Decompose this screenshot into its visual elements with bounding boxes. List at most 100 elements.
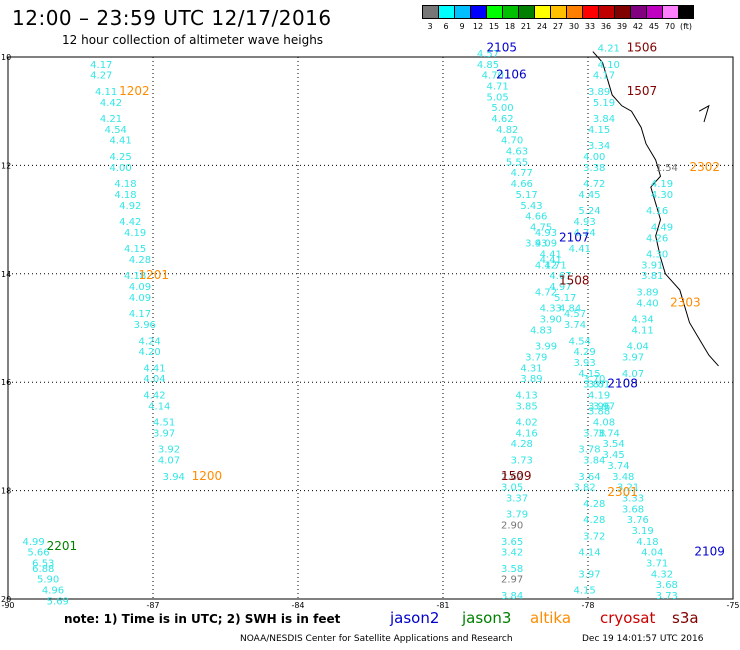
- pass-label: 2201: [47, 539, 78, 553]
- wave-height-value: 3.73: [656, 591, 678, 602]
- wave-height-value: 4.99: [23, 537, 45, 548]
- wave-height-value: 4.19: [124, 228, 146, 239]
- wave-height-value: 4.28: [511, 439, 533, 450]
- wave-height-value: 3.68: [622, 504, 644, 515]
- wave-height-value: 3.74: [598, 428, 620, 439]
- color-scale-label: 15: [488, 22, 500, 31]
- wave-height-value: 3.72: [583, 531, 605, 542]
- wave-height-value: 3.68: [656, 580, 678, 591]
- wave-height-value: 3.58: [501, 564, 523, 575]
- wave-height-value: 3.21: [617, 483, 639, 494]
- wave-height-value: 4.54: [105, 125, 127, 136]
- wave-height-value: 4.14: [148, 401, 170, 412]
- wave-height-value: 3.42: [501, 548, 523, 559]
- wave-height-value: 3.48: [612, 472, 634, 483]
- wave-height-value: 4.28: [583, 515, 605, 526]
- wave-height-value: 3.78: [578, 445, 600, 456]
- wave-height-value: 3.81: [588, 380, 610, 391]
- wave-height-value: 4.04: [627, 342, 649, 353]
- wave-height-value: 4.17: [129, 309, 151, 320]
- legend-altika: altika: [530, 609, 572, 627]
- color-swatch: [678, 5, 694, 19]
- wave-height-value: 5.24: [578, 206, 600, 217]
- footer-credit: NOAA/NESDIS Center for Satellite Applica…: [240, 634, 513, 644]
- pass-label: 1202: [119, 84, 150, 98]
- wave-height-value: 4.09: [535, 239, 557, 250]
- color-scale-label: 30: [568, 22, 580, 31]
- wave-height-value: 4.72: [583, 179, 605, 190]
- wave-height-value: 4.92: [119, 201, 141, 212]
- wave-height-value: 5.17: [516, 190, 538, 201]
- page-subtitle: 12 hour collection of altimeter wave hei…: [62, 33, 324, 47]
- wave-height-value: 4.09: [129, 282, 151, 293]
- wave-height-value: 4.19: [588, 390, 610, 401]
- wave-height-value: 4.71: [487, 82, 509, 93]
- wave-height-value: 4.15: [124, 244, 146, 255]
- wave-height-value: 3.93: [525, 239, 547, 250]
- wave-height-value: 4.29: [574, 347, 596, 358]
- legend-s3a: s3a: [672, 609, 699, 627]
- wave-height-value: 4.34: [632, 315, 654, 326]
- wave-height-value: 5.00: [491, 103, 513, 114]
- wave-height-value: 4.04: [641, 548, 663, 559]
- wave-height-value: 4.49: [651, 222, 673, 233]
- wave-height-value: 3.38: [583, 163, 605, 174]
- pass-label: 1509: [501, 469, 532, 483]
- wave-height-value: 3.79: [525, 353, 547, 364]
- wave-height-value: 4.15: [574, 586, 596, 597]
- color-swatch: [550, 5, 566, 19]
- wave-height-value: 3.97: [622, 353, 644, 364]
- wave-height-value: 4.13: [516, 390, 538, 401]
- wave-height-value: 3.82: [574, 483, 596, 494]
- wave-height-value: 2.97: [501, 575, 523, 586]
- pass-label: 2107: [559, 230, 590, 244]
- wave-height-value: 3.34: [588, 141, 610, 152]
- wave-height-value: 4.14: [578, 548, 600, 559]
- wave-height-value: 3.96: [134, 320, 156, 331]
- color-swatch: [422, 5, 438, 19]
- wave-height-value: 4.96: [42, 586, 64, 597]
- color-swatch: [630, 5, 646, 19]
- lon-tick-label: -78: [581, 601, 594, 610]
- wave-height-value: 4.30: [651, 190, 673, 201]
- wave-height-value: 6.53: [32, 558, 54, 569]
- wave-height-value: 3.89: [588, 87, 610, 98]
- wave-height-value: 4.72: [535, 287, 557, 298]
- color-scale-label: 3: [427, 22, 433, 31]
- wave-height-value: 4.17: [90, 60, 112, 71]
- color-swatch: [438, 5, 454, 19]
- wave-height-value: 4.18: [636, 537, 658, 548]
- color-scale-label: 6: [443, 22, 449, 31]
- wave-height-value: 4.15: [578, 369, 600, 380]
- wave-height-value: 4.97: [549, 282, 571, 293]
- wave-height-value: 3.89: [636, 287, 658, 298]
- color-swatch: [486, 5, 502, 19]
- wave-height-value: 4.08: [593, 418, 615, 429]
- wave-height-value: 3.97: [153, 428, 175, 439]
- color-swatch: [598, 5, 614, 19]
- lat-tick-label: 20: [1, 595, 11, 604]
- color-swatch: [454, 5, 470, 19]
- wave-height-value: 4.63: [506, 147, 528, 158]
- legend-jason2: jason2: [390, 609, 440, 627]
- wave-height-value: 1.54: [656, 163, 678, 174]
- wave-height-value: 3.70: [583, 374, 605, 385]
- wave-height-value: 4.42: [119, 217, 141, 228]
- pass-label: 2106: [496, 68, 527, 82]
- color-scale-label: 9: [459, 22, 465, 31]
- wave-height-value: 6.88: [32, 564, 54, 575]
- wave-height-value: 4.41: [569, 244, 591, 255]
- wave-height-value: 5.17: [554, 293, 576, 304]
- wave-height-value: 4.62: [491, 114, 513, 125]
- island-outline: [698, 104, 710, 123]
- footer-timestamp: Dec 19 14:01:57 UTC 2016: [582, 634, 704, 644]
- wave-height-value: 4.04: [143, 374, 165, 385]
- wave-height-value: 4.74: [574, 228, 596, 239]
- wave-height-value: 4.21: [598, 44, 620, 55]
- pass-label: 2105: [487, 41, 518, 55]
- lon-tick-label: -90: [1, 601, 14, 610]
- color-scale: [422, 5, 694, 19]
- wave-height-value: 4.41: [540, 255, 562, 266]
- legend-cryosat: cryosat: [600, 609, 656, 627]
- wave-height-value: 4.75: [530, 222, 552, 233]
